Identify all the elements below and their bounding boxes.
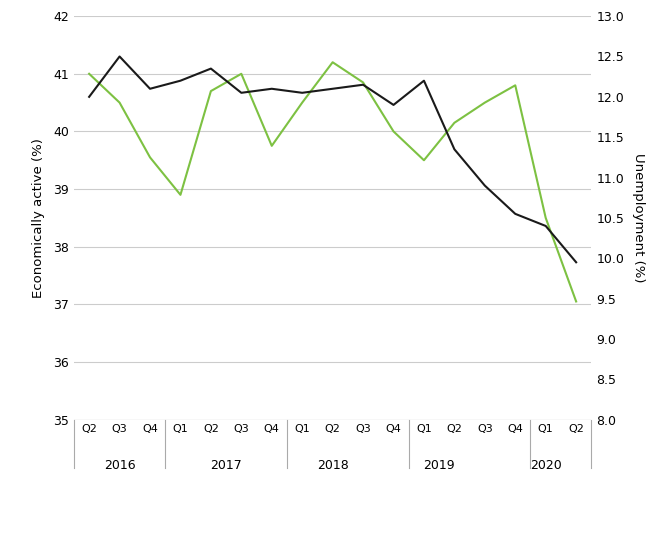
Text: 2017: 2017: [210, 458, 242, 471]
Y-axis label: Economically active (%): Economically active (%): [32, 138, 45, 298]
Y-axis label: Unemployment (%): Unemployment (%): [632, 153, 645, 282]
Text: 2018: 2018: [317, 458, 349, 471]
Text: 2016: 2016: [103, 458, 135, 471]
Text: 2020: 2020: [530, 458, 562, 471]
Text: 2019: 2019: [423, 458, 455, 471]
